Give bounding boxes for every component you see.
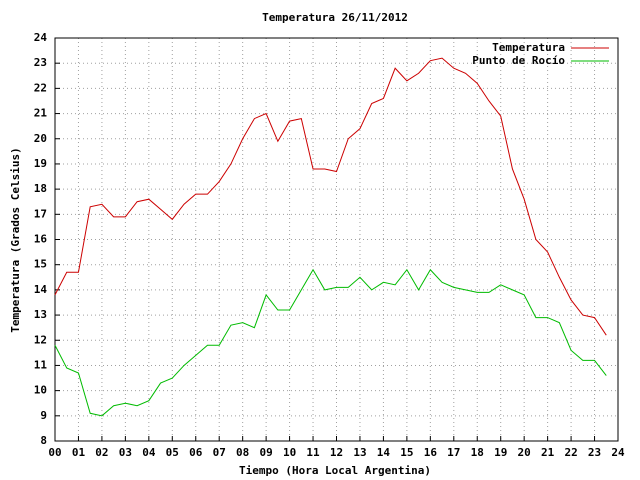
y-tick-label: 24 xyxy=(34,31,48,44)
x-tick-label: 11 xyxy=(306,446,320,459)
x-tick-label: 24 xyxy=(611,446,625,459)
y-tick-label: 16 xyxy=(34,233,48,246)
x-tick-label: 06 xyxy=(189,446,203,459)
y-tick-label: 13 xyxy=(34,308,47,321)
y-tick-label: 22 xyxy=(34,81,47,94)
x-tick-label: 18 xyxy=(471,446,484,459)
x-tick-label: 21 xyxy=(541,446,555,459)
y-tick-label: 17 xyxy=(34,207,47,220)
x-tick-label: 09 xyxy=(260,446,273,459)
x-axis-label: Tiempo (Hora Local Argentina) xyxy=(239,464,431,477)
x-tick-label: 22 xyxy=(564,446,577,459)
x-tick-label: 04 xyxy=(142,446,156,459)
plot-frame xyxy=(54,37,619,442)
x-tick-label: 00 xyxy=(48,446,61,459)
x-tick-label: 13 xyxy=(353,446,366,459)
x-tick-label: 05 xyxy=(166,446,179,459)
y-tick-label: 12 xyxy=(34,333,47,346)
y-tick-label: 9 xyxy=(40,409,47,422)
y-tick-label: 8 xyxy=(40,434,47,447)
y-tick-label: 18 xyxy=(34,182,47,195)
x-tick-label: 02 xyxy=(95,446,108,459)
y-tick-label: 20 xyxy=(34,132,47,145)
y-tick-label: 21 xyxy=(34,107,48,120)
chart-title: Temperatura 26/11/2012 xyxy=(262,11,408,24)
x-tick-label: 10 xyxy=(283,446,296,459)
y-tick-label: 23 xyxy=(34,56,47,69)
x-tick-label: 03 xyxy=(119,446,132,459)
y-tick-label: 10 xyxy=(34,384,47,397)
y-tick-label: 19 xyxy=(34,157,47,170)
x-tick-label: 17 xyxy=(447,446,460,459)
x-tick-label: 16 xyxy=(424,446,438,459)
x-tick-label: 20 xyxy=(518,446,531,459)
x-tick-label: 23 xyxy=(588,446,601,459)
y-axis-label: Temperatura (Grados Celsius) xyxy=(9,147,22,332)
x-tick-label: 14 xyxy=(377,446,391,459)
y-tick-label: 15 xyxy=(34,258,47,271)
x-tick-label: 12 xyxy=(330,446,343,459)
x-tick-label: 01 xyxy=(72,446,86,459)
legend-label: Temperatura xyxy=(492,41,565,54)
x-tick-label: 07 xyxy=(213,446,226,459)
y-tick-label: 14 xyxy=(34,283,48,296)
legend-label: Punto de Rocío xyxy=(472,54,565,67)
x-tick-label: 15 xyxy=(400,446,413,459)
x-tick-label: 08 xyxy=(236,446,249,459)
series-line xyxy=(54,268,607,417)
y-tick-label: 11 xyxy=(34,358,48,371)
x-tick-label: 19 xyxy=(494,446,507,459)
series-line xyxy=(54,57,607,336)
